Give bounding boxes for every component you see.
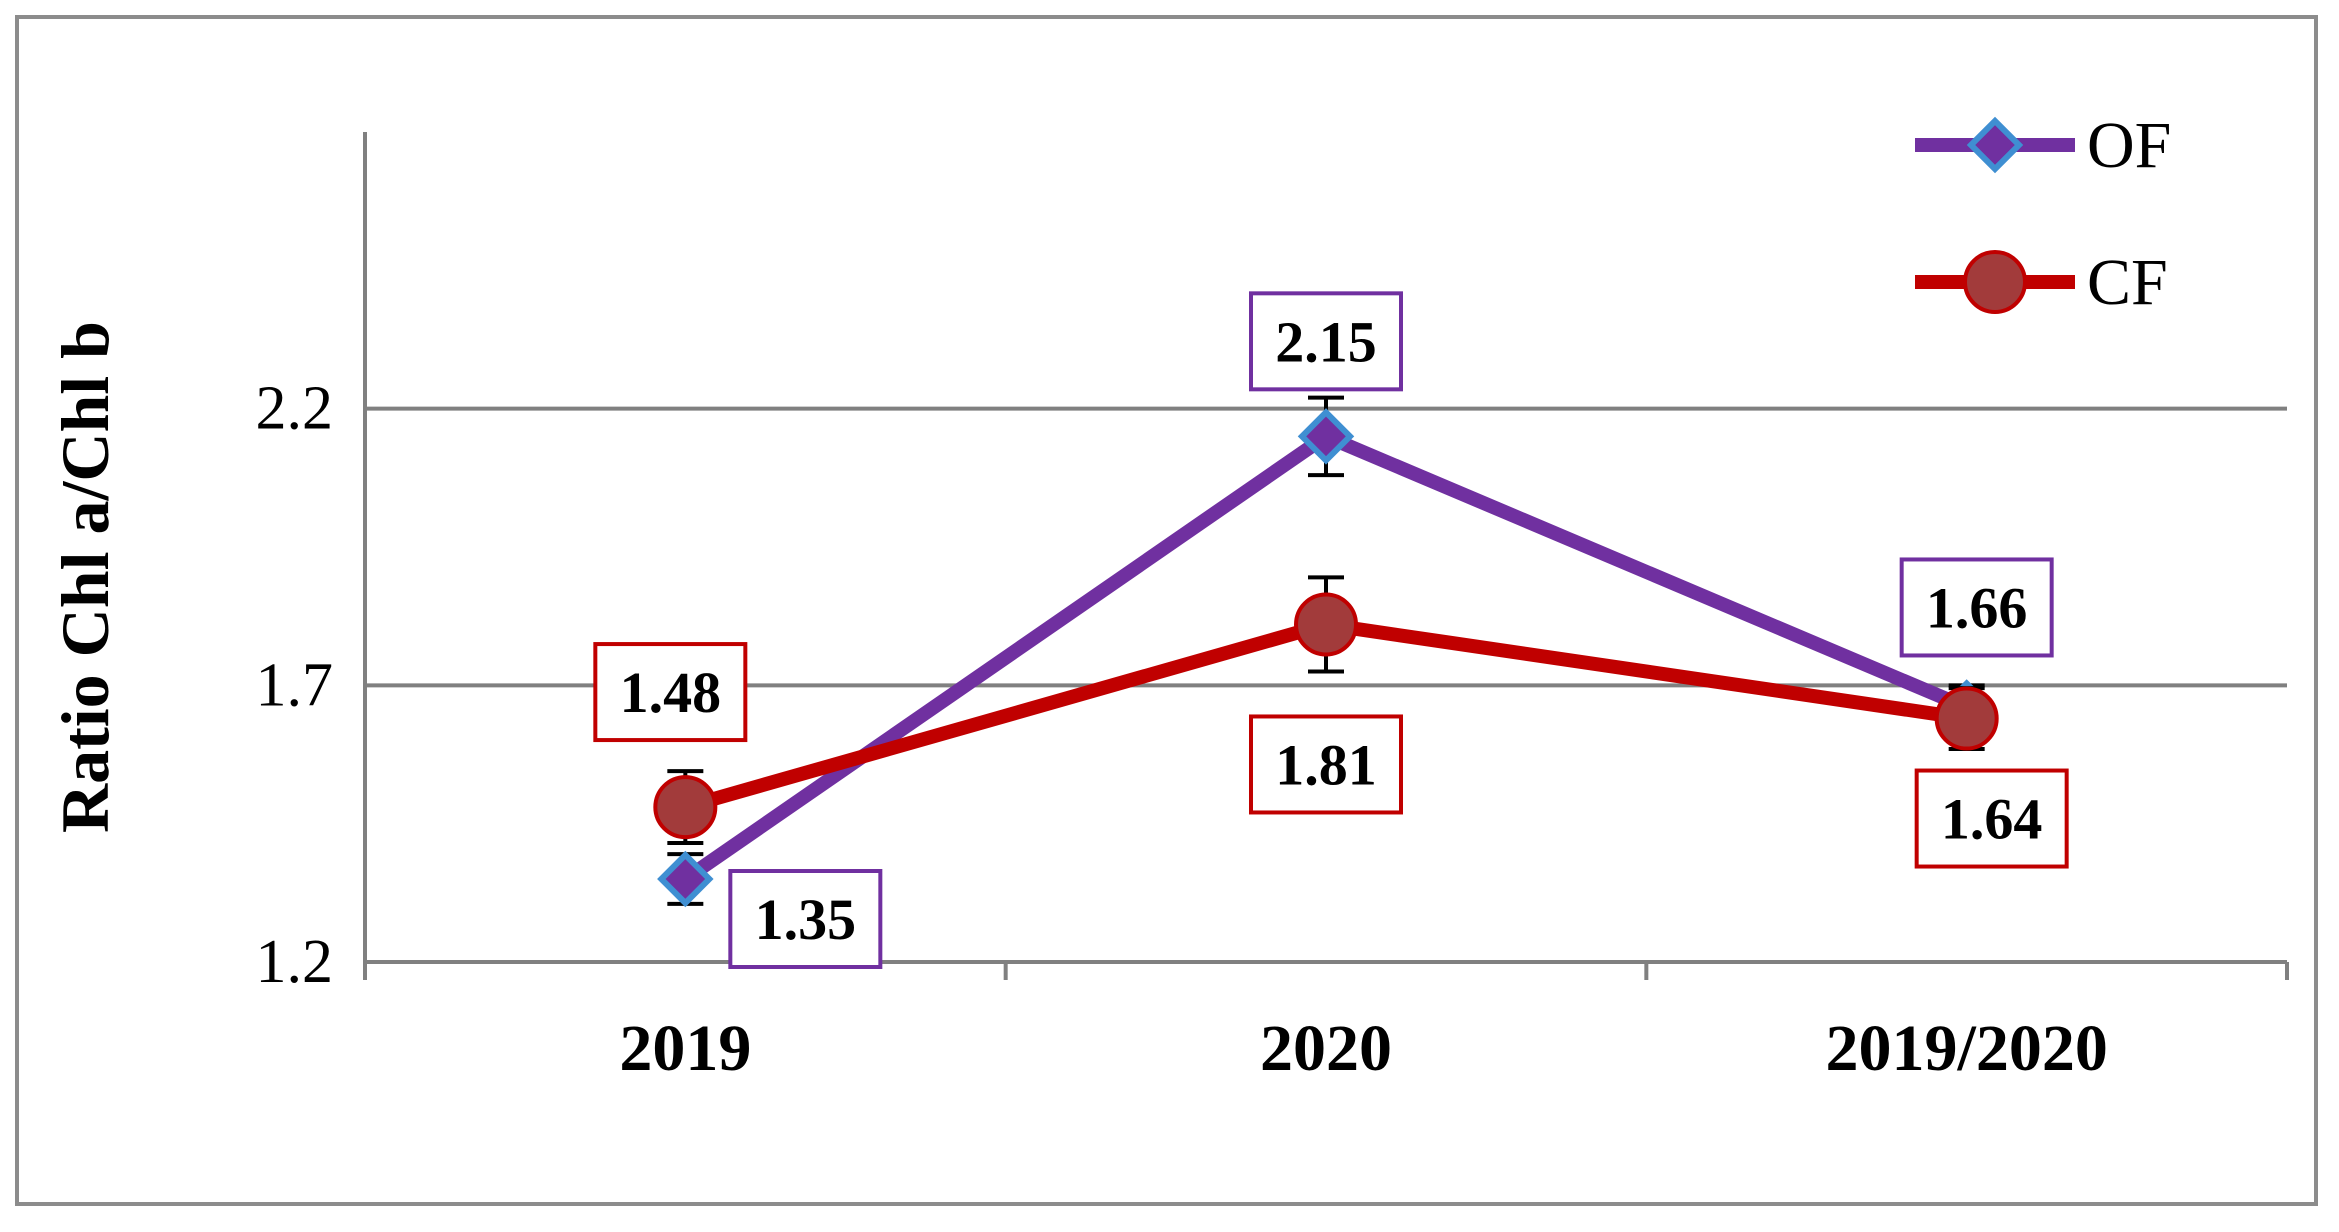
y-tick-label: 1.7 (256, 651, 334, 719)
series-cf (653, 575, 1999, 846)
data-label: 1.35 (728, 869, 883, 969)
data-label-box (1249, 291, 1403, 392)
legend-item-of: OF (1915, 109, 2171, 182)
marker-circle (653, 775, 718, 840)
data-label-box (1914, 768, 2069, 869)
data-label-box (1899, 557, 2054, 658)
data-label-text: 1.81 (1275, 732, 1377, 797)
x-tick-label: 2019/2020 (1825, 1012, 2107, 1085)
marker-circle (1934, 686, 1999, 751)
data-label: 1.64 (1914, 768, 2069, 869)
x-tick-label: 2019 (619, 1012, 751, 1085)
data-label: 1.48 (593, 642, 748, 743)
legend-marker (1966, 116, 2024, 174)
data-label-text: 1.66 (1926, 575, 2028, 640)
axes (363, 132, 2287, 980)
marker-circle (1294, 592, 1358, 657)
legend: OF CF (1915, 109, 2171, 319)
data-label-box (728, 869, 883, 969)
y-tick-label: 1.2 (256, 928, 334, 996)
data-labels: 1.35 2.15 1.66 1.48 1.81 1.64 (593, 291, 2069, 969)
y-tick-label: 2.2 (256, 375, 334, 443)
legend-label: CF (2087, 246, 2168, 319)
marker-diamond (1297, 408, 1355, 465)
data-label: 1.81 (1249, 714, 1403, 815)
data-label-text: 2.15 (1275, 309, 1377, 374)
tick-labels: 1.2 1.7 2.2 2019 2020 2019/2020 (256, 375, 2289, 1085)
x-tick-label: 2020 (1260, 1012, 1392, 1085)
marker-diamond (657, 850, 714, 908)
data-label: 1.66 (1899, 557, 2054, 658)
data-label-text: 1.35 (755, 887, 857, 952)
data-label-text: 1.64 (1941, 787, 2043, 852)
y-axis-title: Ratio Chl a/Chl b (47, 321, 123, 833)
data-label-box (1249, 714, 1403, 815)
legend-item-cf: CF (1915, 246, 2168, 319)
data-label: 2.15 (1249, 291, 1403, 392)
data-label-text: 1.48 (620, 660, 722, 725)
legend-marker (1963, 250, 2027, 314)
series-lines (653, 395, 1999, 908)
data-label-box (593, 642, 748, 743)
legend-label: OF (2087, 109, 2171, 182)
